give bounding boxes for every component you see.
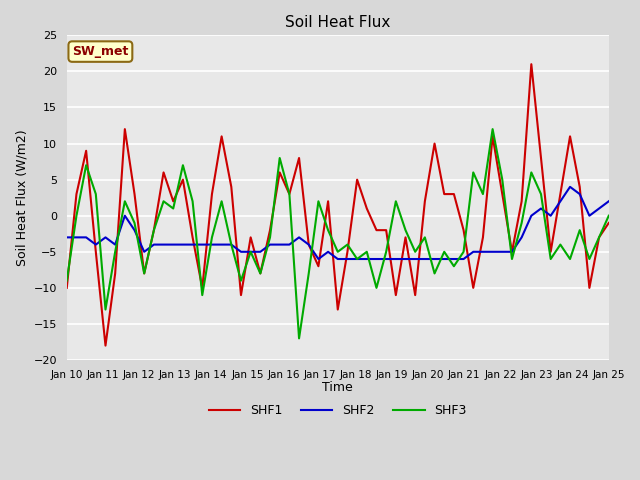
- SHF1: [218, 133, 225, 139]
- SHF2: [63, 235, 70, 240]
- Line: SHF2: SHF2: [67, 187, 609, 259]
- SHF2: [83, 235, 90, 240]
- SHF1: [450, 191, 458, 197]
- SHF1: [605, 220, 612, 226]
- Text: SW_met: SW_met: [72, 45, 129, 58]
- SHF1: [92, 249, 100, 255]
- X-axis label: Time: Time: [323, 381, 353, 394]
- SHF1: [440, 191, 448, 197]
- Legend: SHF1, SHF2, SHF3: SHF1, SHF2, SHF3: [204, 399, 472, 422]
- Y-axis label: Soil Heat Flux (W/m2): Soil Heat Flux (W/m2): [15, 130, 28, 266]
- SHF3: [440, 249, 448, 255]
- SHF3: [305, 271, 312, 276]
- SHF1: [83, 148, 90, 154]
- SHF2: [450, 256, 458, 262]
- SHF3: [92, 191, 100, 197]
- SHF3: [605, 213, 612, 218]
- SHF2: [440, 256, 448, 262]
- SHF1: [527, 61, 535, 67]
- SHF3: [83, 162, 90, 168]
- SHF3: [489, 126, 497, 132]
- SHF2: [605, 198, 612, 204]
- SHF3: [450, 264, 458, 269]
- SHF1: [305, 242, 312, 248]
- SHF2: [92, 242, 100, 248]
- SHF3: [208, 235, 216, 240]
- SHF2: [295, 235, 303, 240]
- SHF3: [63, 278, 70, 284]
- SHF1: [63, 285, 70, 291]
- Title: Soil Heat Flux: Soil Heat Flux: [285, 15, 390, 30]
- SHF3: [295, 336, 303, 341]
- Line: SHF3: SHF3: [67, 129, 609, 338]
- SHF2: [566, 184, 574, 190]
- Line: SHF1: SHF1: [67, 64, 609, 346]
- SHF2: [315, 256, 323, 262]
- SHF2: [208, 242, 216, 248]
- SHF1: [102, 343, 109, 348]
